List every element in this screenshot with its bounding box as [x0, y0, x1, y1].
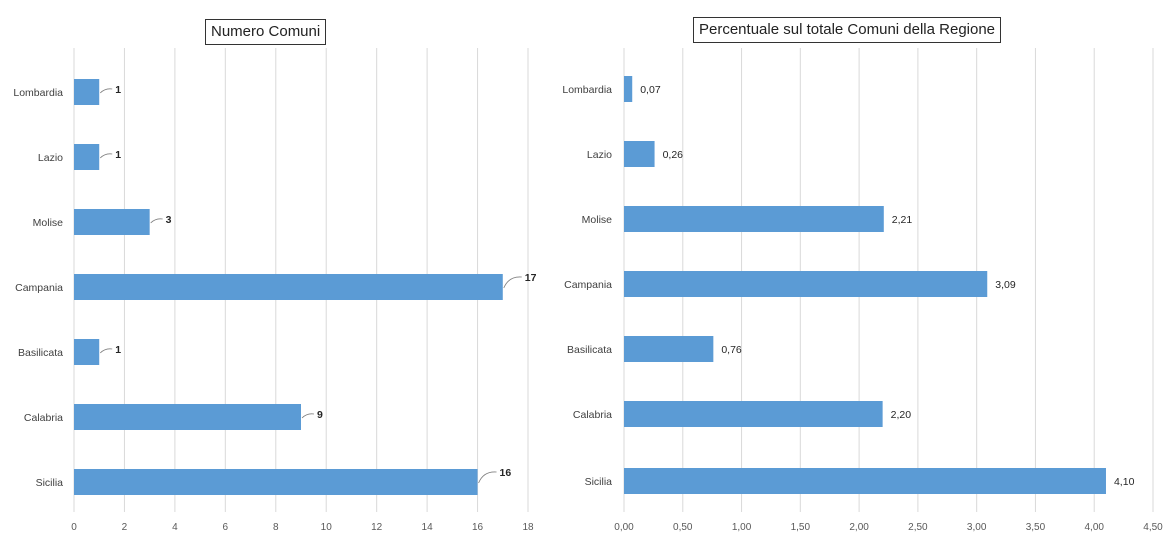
- data-label-leader: [478, 471, 497, 484]
- category-label: Basilicata: [18, 347, 63, 359]
- x-tick-label: 1,00: [732, 522, 752, 533]
- category-label: Campania: [564, 279, 612, 291]
- chart-title-numero-comuni: Numero Comuni: [205, 19, 327, 45]
- bar-lazio: [624, 141, 655, 167]
- x-tick-label: 14: [422, 522, 434, 533]
- bar-molise: [624, 206, 884, 232]
- data-label-leader: [503, 276, 522, 289]
- x-tick-label: 0: [71, 522, 77, 533]
- x-tick-label: 3,00: [967, 522, 987, 533]
- x-tick-label: 8: [273, 522, 279, 533]
- category-label: Calabria: [24, 412, 63, 424]
- category-label: Campania: [15, 282, 63, 294]
- category-label: Calabria: [573, 409, 612, 421]
- x-tick-label: 6: [223, 522, 229, 533]
- x-tick-label: 12: [371, 522, 383, 533]
- data-label-leader: [150, 218, 163, 224]
- bar-lombardia: [74, 79, 100, 105]
- x-tick-label: 1,50: [791, 522, 811, 533]
- data-label: 3: [166, 214, 172, 226]
- category-label: Lombardia: [13, 87, 63, 99]
- x-tick-label: 4,50: [1143, 522, 1163, 533]
- category-label: Lombardia: [562, 84, 612, 96]
- data-label: 2,20: [891, 409, 912, 421]
- bar-calabria: [74, 404, 301, 430]
- category-label: Molise: [582, 214, 613, 226]
- x-tick-label: 10: [321, 522, 333, 533]
- category-label: Sicilia: [585, 476, 613, 488]
- bar-calabria: [624, 401, 883, 427]
- bar-molise: [74, 209, 150, 235]
- category-label: Sicilia: [36, 477, 64, 489]
- x-tick-label: 4: [172, 522, 178, 533]
- data-label: 2,21: [892, 214, 913, 226]
- data-label: 4,10: [1114, 476, 1135, 488]
- data-label: 3,09: [995, 279, 1016, 291]
- chart-title-percentuale: Percentuale sul totale Comuni della Regi…: [693, 17, 1002, 43]
- data-label: 9: [317, 409, 323, 421]
- x-tick-label: 2,50: [908, 522, 928, 533]
- data-label: 1: [115, 84, 121, 96]
- category-label: Lazio: [587, 149, 612, 161]
- data-label: 17: [525, 272, 537, 284]
- category-label: Molise: [33, 217, 64, 229]
- x-tick-label: 2: [122, 522, 128, 533]
- bar-sicilia: [74, 469, 478, 495]
- data-label: 1: [115, 149, 121, 161]
- bar-basilicata: [74, 339, 100, 365]
- bar-campania: [74, 274, 503, 300]
- category-label: Basilicata: [567, 344, 612, 356]
- data-label-leader: [99, 88, 113, 94]
- data-label: 0,07: [640, 84, 661, 96]
- data-label-leader: [301, 413, 315, 419]
- x-tick-label: 3,50: [1026, 522, 1046, 533]
- x-tick-label: 2,00: [849, 522, 869, 533]
- x-tick-label: 4,00: [1084, 522, 1104, 533]
- x-tick-label: 0,00: [614, 522, 634, 533]
- bar-sicilia: [624, 468, 1106, 494]
- bar-campania: [624, 271, 988, 297]
- data-label-leader: [99, 348, 113, 354]
- bar-lombardia: [624, 76, 633, 102]
- bar-basilicata: [624, 336, 714, 362]
- data-label-leader: [99, 153, 113, 159]
- data-label: 0,26: [663, 149, 684, 161]
- x-tick-label: 18: [522, 522, 534, 533]
- category-label: Lazio: [38, 152, 63, 164]
- data-label: 16: [500, 467, 512, 479]
- x-tick-label: 16: [472, 522, 484, 533]
- bar-lazio: [74, 144, 100, 170]
- data-label: 0,76: [721, 344, 742, 356]
- x-tick-label: 0,50: [673, 522, 693, 533]
- data-label: 1: [115, 344, 121, 356]
